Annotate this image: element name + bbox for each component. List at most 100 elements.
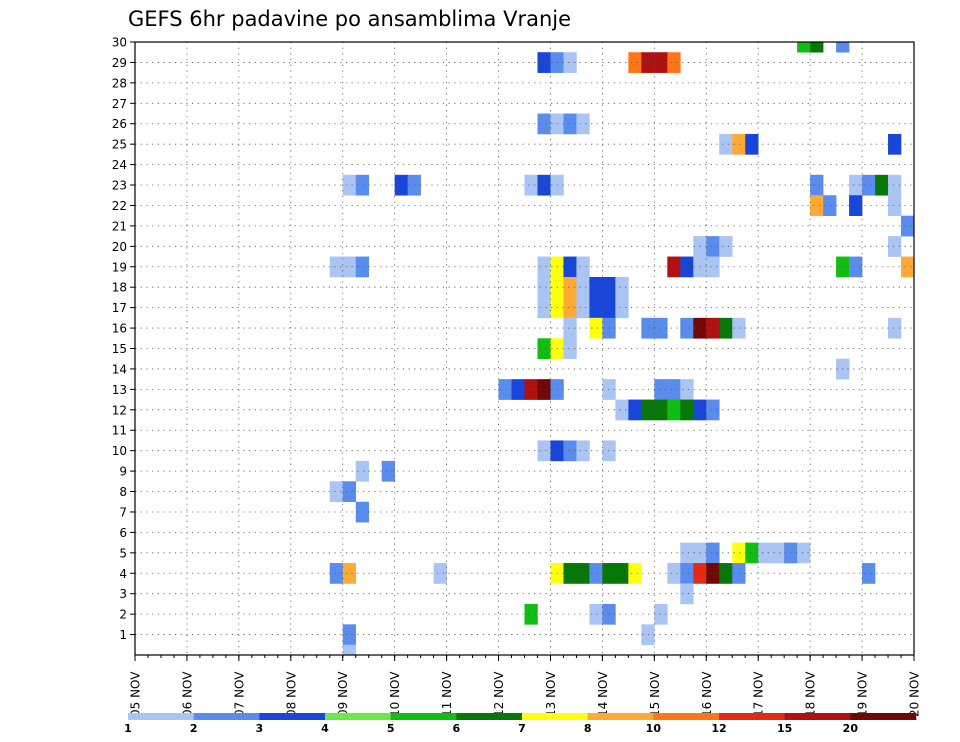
heatmap-cell (667, 563, 681, 584)
y-axis: 1234567891011121314151617181920212223242… (112, 36, 135, 642)
legend-swatch (850, 713, 917, 720)
heatmap-cell (615, 563, 629, 584)
y-tick-label: 4 (119, 567, 127, 581)
y-tick-label: 14 (112, 362, 127, 376)
legend-label: 6 (453, 722, 461, 735)
legend-swatch (784, 713, 851, 720)
chart-title: GEFS 6hr padavine po ansamblima Vranje (128, 7, 571, 31)
heatmap-cell (875, 174, 889, 196)
y-tick-label: 9 (119, 465, 127, 479)
legend-swatch (259, 713, 326, 720)
heatmap-cell (537, 297, 551, 319)
legend-label: 10 (646, 722, 662, 735)
heatmap-cell (498, 379, 512, 400)
heatmap-cell (888, 317, 902, 339)
legend-swatch (719, 713, 785, 720)
heatmap-cell (680, 583, 694, 605)
x-axis: 05 NOV 06 NOV 07 NOV 08 NOV 09 NOV 10 NOV 11 N… (129, 655, 922, 717)
legend-label: 3 (256, 722, 264, 735)
x-tick-label: 05 NOV (129, 671, 143, 717)
heatmap-cell (706, 236, 720, 257)
heatmap-cell (823, 195, 837, 216)
heatmap-cell (797, 542, 811, 564)
x-tick-label: 13 NOV (544, 671, 558, 717)
heatmap-cell (706, 317, 720, 339)
heatmap-cell (654, 52, 668, 73)
y-tick-label: 7 (119, 505, 127, 519)
heatmap-cell (563, 276, 577, 298)
color-legend: 1 2 3 4 5 6 7 8 10 12 15 20 (124, 713, 917, 735)
heatmap-cell (537, 338, 551, 360)
heatmap-cell (719, 317, 733, 339)
y-tick-label: 12 (112, 403, 127, 417)
legend-swatch (325, 713, 391, 720)
heatmap-cell (342, 256, 357, 278)
heatmap-cell (355, 460, 369, 482)
heatmap-cell (342, 563, 357, 584)
heatmap-cell (836, 42, 850, 53)
heatmap-cell (719, 236, 733, 257)
heatmap-cell (589, 317, 603, 339)
heatmap-cell (355, 501, 369, 523)
heatmap-cell (862, 563, 876, 584)
legend-label: 20 (843, 722, 859, 735)
y-tick-label: 18 (112, 281, 127, 295)
heatmap-cell (576, 113, 590, 135)
y-tick-label: 11 (112, 424, 127, 438)
legend-label: 2 (190, 722, 198, 735)
heatmap-cell (654, 399, 668, 421)
heatmap-cell (849, 256, 863, 278)
heatmap-cell (667, 52, 681, 73)
y-tick-label: 26 (112, 117, 127, 131)
x-tick-label: 17 NOV (752, 671, 766, 717)
y-tick-label: 20 (112, 240, 127, 254)
y-tick-label: 27 (112, 97, 127, 111)
heatmap-cell (615, 297, 629, 319)
heatmap-cell (511, 379, 525, 400)
heatmap-cell (654, 603, 668, 625)
heatmap-cell (810, 195, 824, 216)
heatmap-cell (563, 256, 577, 278)
heatmap-cell (862, 174, 876, 196)
legend-swatch (128, 713, 194, 720)
y-tick-label: 2 (119, 608, 127, 622)
heatmap-cell (680, 399, 694, 421)
legend-swatch (193, 713, 260, 720)
heatmap-cell (537, 113, 551, 135)
heatmap-cell (355, 256, 369, 278)
y-tick-label: 17 (112, 301, 127, 315)
x-tick-label: 12 NOV (492, 671, 506, 717)
heatmap-cell (563, 563, 577, 584)
heatmap-cell (706, 563, 720, 584)
y-tick-label: 10 (112, 444, 127, 458)
heatmap-cell (329, 256, 344, 278)
heatmap-cell (576, 563, 590, 584)
heatmap-cell (342, 644, 357, 656)
heatmap-cell (667, 379, 681, 400)
y-tick-label: 25 (112, 138, 127, 152)
heatmap-cell (745, 542, 759, 564)
heatmap-cell (680, 379, 694, 400)
heatmap-cell (667, 399, 681, 421)
x-tick-label: 20 NOV (908, 671, 922, 717)
heatmap-cell (615, 276, 629, 298)
legend-swatch (456, 713, 523, 720)
heatmap-cell (394, 174, 408, 196)
heatmap-cell (901, 215, 915, 237)
legend-label: 8 (584, 722, 592, 735)
heatmap-cell (901, 256, 915, 278)
heatmap-cells (329, 42, 915, 656)
heatmap-cell (342, 624, 357, 646)
legend-label: 12 (711, 722, 726, 735)
x-tick-label: 14 NOV (596, 671, 610, 717)
legend-label: 4 (321, 722, 329, 735)
heatmap-cell (576, 297, 590, 319)
y-tick-label: 28 (112, 76, 127, 90)
x-tick-label: 08 NOV (284, 671, 298, 717)
legend-label: 15 (777, 722, 792, 735)
heatmap-cell (537, 52, 551, 73)
y-tick-label: 3 (119, 587, 127, 601)
heatmap-cell (888, 174, 902, 196)
x-tick-label: 19 NOV (856, 671, 870, 717)
heatmap-cell (771, 542, 785, 564)
